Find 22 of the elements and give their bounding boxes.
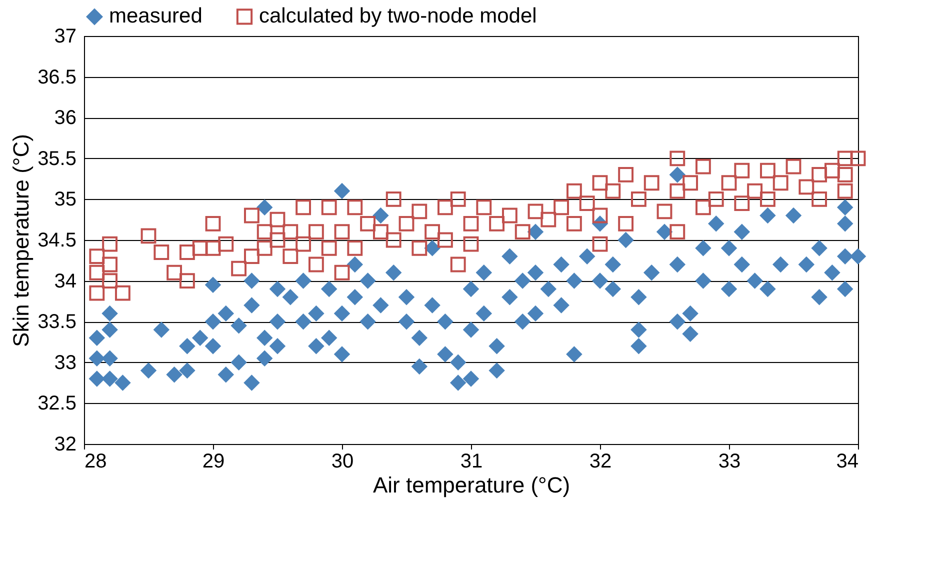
legend-label: calculated by two-node model: [259, 4, 537, 28]
x-tick-label: 29: [202, 450, 225, 472]
y-axis-title: Skin temperature (°C): [8, 134, 34, 347]
legend-label: measured: [109, 4, 202, 28]
y-tick-label: 33.5: [38, 311, 76, 334]
x-tick-label: 28: [84, 450, 107, 472]
y-tick-label: 34.5: [38, 230, 76, 252]
x-tick-label: 32: [589, 450, 612, 472]
x-tick-label: 30: [331, 450, 354, 472]
y-tick-label: 35: [54, 188, 76, 211]
y-tick-label: 32.5: [38, 392, 76, 415]
y-tick-label: 34: [54, 270, 76, 292]
x-tick-label: 33: [718, 450, 741, 472]
y-tick-label: 36.5: [38, 66, 76, 88]
y-tick-label: 35.5: [38, 148, 76, 170]
y-tick-label: 32: [54, 434, 76, 456]
x-tick-label: 34: [836, 450, 858, 472]
x-axis-title: Air temperature (°C): [372, 472, 570, 498]
x-tick-label: 31: [460, 450, 483, 472]
y-tick-label: 33: [54, 352, 76, 374]
y-tick-label: 37: [54, 26, 76, 48]
y-tick-label: 36: [54, 107, 76, 130]
